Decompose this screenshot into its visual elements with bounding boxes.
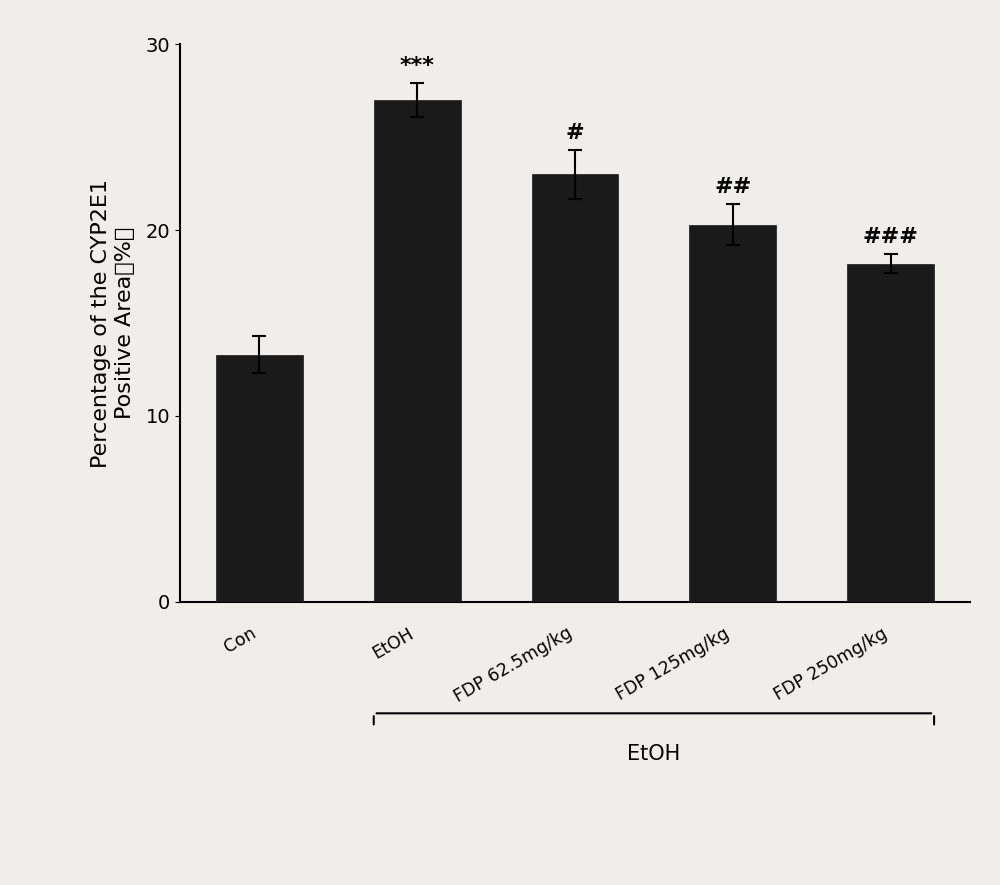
Bar (374, 100, 461, 602)
Text: EtOH: EtOH (627, 744, 681, 764)
Text: EtOH: EtOH (370, 624, 417, 662)
Y-axis label: Percentage of the CYP2E1
Positive Area（%）: Percentage of the CYP2E1 Positive Area（%… (91, 179, 135, 467)
Bar (532, 174, 618, 602)
Text: Con: Con (221, 624, 259, 657)
Text: #: # (566, 123, 584, 142)
Text: ###: ### (863, 227, 919, 247)
Text: FDP 62.5mg/kg: FDP 62.5mg/kg (451, 624, 575, 706)
Text: ##: ## (714, 177, 751, 196)
Bar (216, 355, 303, 602)
Bar (847, 264, 934, 602)
Text: FDP 250mg/kg: FDP 250mg/kg (771, 624, 891, 704)
Bar (689, 225, 776, 602)
Text: FDP 125mg/kg: FDP 125mg/kg (613, 624, 733, 704)
Text: ***: *** (400, 56, 435, 76)
